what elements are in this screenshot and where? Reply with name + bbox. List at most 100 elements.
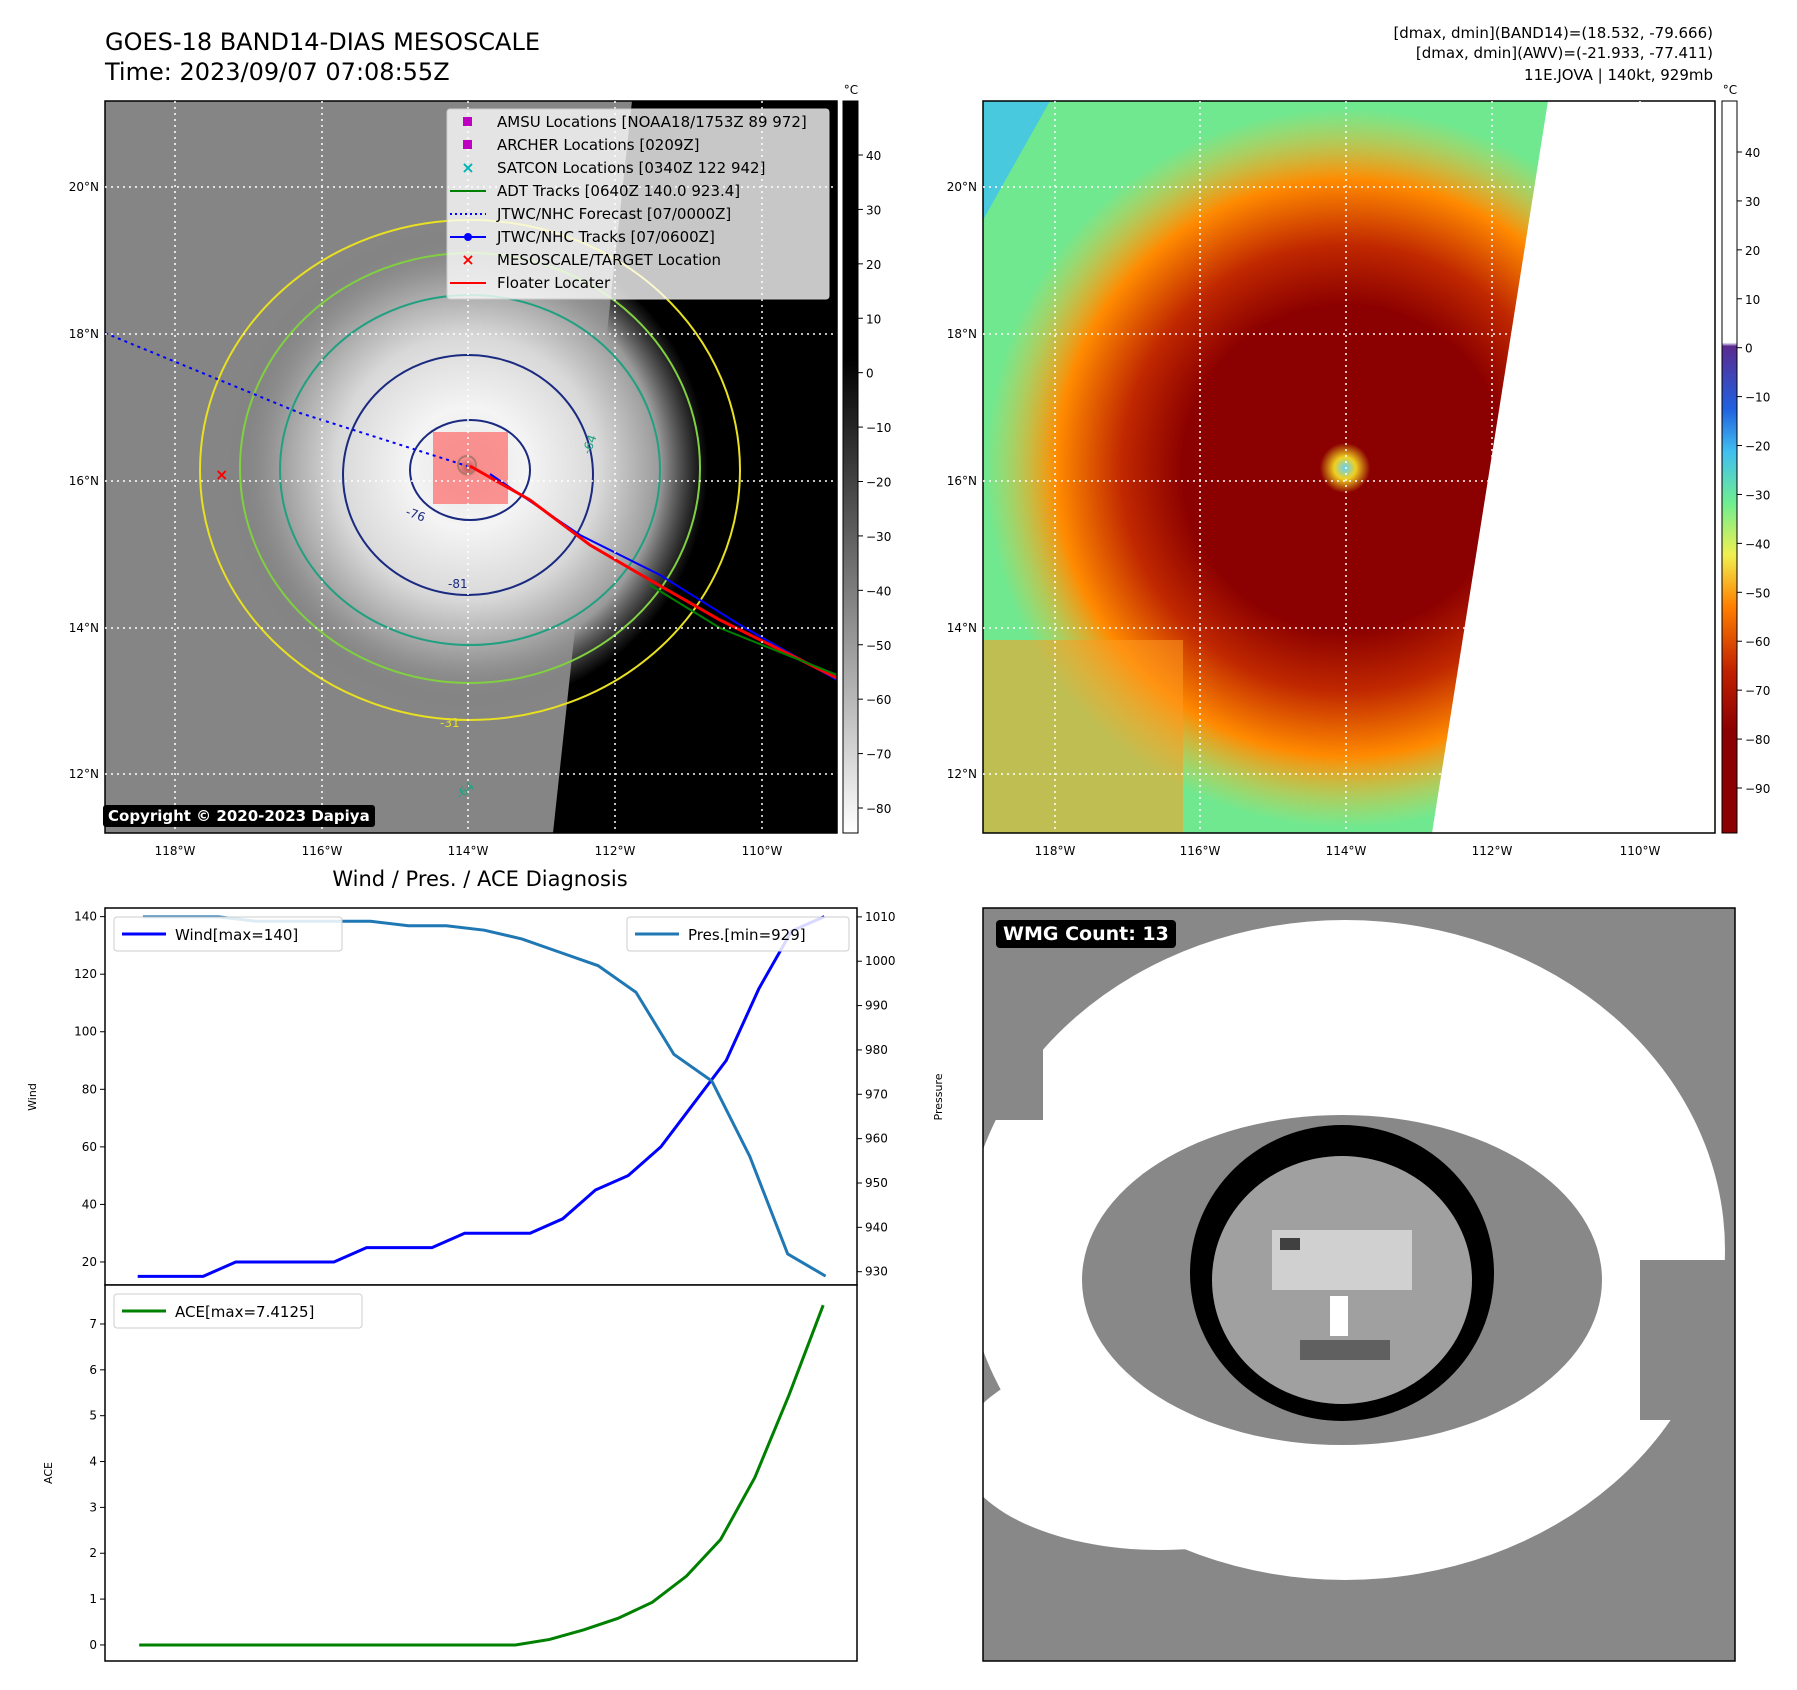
lat-label: 20°N bbox=[947, 180, 977, 194]
map-legend: AMSU Locations [NOAA18/1753Z 89 972] ARCH… bbox=[446, 108, 830, 300]
copyright-badge: Copyright © 2020-2023 Dapiya bbox=[103, 805, 375, 827]
lat-label: 12°N bbox=[69, 767, 99, 781]
colorbar-tick: 20 bbox=[866, 258, 881, 272]
color-map-panel bbox=[983, 101, 1715, 833]
colorbar-tick: 30 bbox=[1745, 195, 1760, 209]
colorbar-tick: −10 bbox=[1745, 391, 1770, 405]
ace-tick: 5 bbox=[89, 1409, 97, 1423]
legend-item: × MESOSCALE/TARGET Location bbox=[461, 250, 721, 269]
legend-label: JTWC/NHC Tracks [07/0600Z] bbox=[496, 228, 715, 246]
lon-label: 114°W bbox=[448, 844, 489, 858]
legend-item: JTWC/NHC Forecast [07/0000Z] bbox=[450, 205, 731, 223]
colorbar-tick: 10 bbox=[1745, 293, 1760, 307]
svg-text:×: × bbox=[461, 250, 474, 269]
colorbar-tick: 20 bbox=[1745, 244, 1760, 258]
ace-legend-label: ACE[max=7.4125] bbox=[175, 1303, 314, 1321]
ir-colorbar-unit: °C bbox=[844, 83, 858, 97]
lat-label: 16°N bbox=[69, 474, 99, 488]
colorbar-tick: 0 bbox=[866, 367, 874, 381]
legend-item: ADT Tracks [0640Z 140.0 923.4] bbox=[450, 182, 740, 200]
pressure-tick: 940 bbox=[865, 1220, 888, 1234]
colorbar-tick: −60 bbox=[866, 693, 891, 707]
colorbar-tick: −80 bbox=[1745, 733, 1770, 747]
ace-tick: 1 bbox=[89, 1592, 97, 1606]
lat-label: 16°N bbox=[947, 474, 977, 488]
contour-label-1: -76 bbox=[404, 505, 427, 525]
lon-label: 110°W bbox=[1620, 844, 1661, 858]
legend-label: ARCHER Locations [0209Z] bbox=[497, 136, 700, 154]
color-map-lat-labels: 20°N 18°N 16°N 14°N 12°N bbox=[947, 180, 977, 781]
lat-label: 20°N bbox=[69, 180, 99, 194]
pressure-tick: 1000 bbox=[865, 954, 896, 968]
colorbar-tick: 40 bbox=[866, 149, 881, 163]
colorbar-tick: −50 bbox=[1745, 586, 1770, 600]
ace-tick: 6 bbox=[89, 1363, 97, 1377]
ace-axes bbox=[104, 1284, 858, 1662]
pressure-legend: Pres.[min=929] bbox=[626, 916, 850, 952]
wind-legend: Wind[max=140] bbox=[113, 916, 343, 952]
wind-tick: 40 bbox=[82, 1197, 97, 1211]
ace-axis-label: ACE bbox=[42, 1462, 55, 1484]
ir-map-frame bbox=[104, 100, 838, 834]
legend-item: ARCHER Locations [0209Z] bbox=[463, 136, 700, 154]
wind-tick: 80 bbox=[82, 1082, 97, 1096]
legend-item: × SATCON Locations [0340Z 122 942] bbox=[461, 158, 765, 177]
colorbar-tick: −80 bbox=[866, 802, 891, 816]
ir-colorbar-ticks: 40 30 20 10 0 −10 −20 −30 −40 −50 −60 −70 −80 bbox=[858, 149, 891, 816]
colorbar-tick: −10 bbox=[866, 421, 891, 435]
lon-label: 116°W bbox=[302, 844, 343, 858]
ace-legend: ACE[max=7.4125] bbox=[113, 1293, 363, 1329]
colorbar-tick: −20 bbox=[866, 476, 891, 490]
legend-item: JTWC/NHC Tracks [07/0600Z] bbox=[450, 228, 715, 246]
colorbar-tick: −40 bbox=[866, 584, 891, 598]
lon-label: 116°W bbox=[1180, 844, 1221, 858]
colorbar-tick: 0 bbox=[1745, 342, 1753, 356]
lon-label: 110°W bbox=[742, 844, 783, 858]
colorbar-tick: 40 bbox=[1745, 146, 1760, 160]
ir-colorbar bbox=[842, 100, 859, 834]
info-awv: [dmax, dmin](AWV)=(-21.933, -77.411) bbox=[1416, 44, 1713, 62]
ace-tick: 3 bbox=[89, 1500, 97, 1514]
svg-text:×: × bbox=[461, 158, 474, 177]
ace-tick: 4 bbox=[89, 1455, 97, 1469]
wind-pressure-axes bbox=[104, 907, 858, 1286]
lat-label: 14°N bbox=[947, 621, 977, 635]
color-colorbar-unit: °C bbox=[1723, 83, 1737, 97]
wind-tick: 140 bbox=[74, 910, 97, 924]
wind-axis-label: Wind bbox=[26, 1083, 39, 1111]
figure-time: Time: 2023/09/07 07:08:55Z bbox=[104, 58, 450, 86]
contour-label-3: -64 bbox=[580, 433, 600, 456]
pressure-tick: 950 bbox=[865, 1176, 888, 1190]
lat-label: 18°N bbox=[69, 327, 99, 341]
color-map-grid bbox=[983, 101, 1715, 833]
lon-label: 112°W bbox=[595, 844, 636, 858]
colorbar-tick: 30 bbox=[866, 203, 881, 217]
wind-legend-label: Wind[max=140] bbox=[175, 926, 298, 944]
lon-label: 114°W bbox=[1326, 844, 1367, 858]
wind-tick: 120 bbox=[74, 967, 97, 981]
ace-line bbox=[139, 1304, 825, 1647]
diagnosis-title: Wind / Pres. / ACE Diagnosis bbox=[332, 867, 627, 891]
pressure-tick: 1010 bbox=[865, 910, 896, 924]
colorbar-tick: −30 bbox=[866, 530, 891, 544]
pressure-tick: 930 bbox=[865, 1265, 888, 1279]
color-map-frame bbox=[982, 100, 1716, 834]
wmg-count-badge: WMG Count: 13 bbox=[996, 920, 1176, 948]
colorbar-tick: −20 bbox=[1745, 440, 1770, 454]
legend-label: ADT Tracks [0640Z 140.0 923.4] bbox=[497, 182, 740, 200]
legend-item: Floater Locater bbox=[450, 274, 611, 292]
lon-label: 118°W bbox=[155, 844, 196, 858]
pressure-axis-label: Pressure bbox=[932, 1073, 945, 1120]
wmg-frame bbox=[982, 907, 1736, 1662]
ace-tick: 7 bbox=[89, 1317, 97, 1331]
pressure-tick: 980 bbox=[865, 1043, 888, 1057]
ace-tick: 0 bbox=[89, 1638, 97, 1652]
wind-tick: 100 bbox=[74, 1025, 97, 1039]
floater-track bbox=[469, 464, 837, 680]
legend-label: Floater Locater bbox=[497, 274, 611, 292]
contour-label-2: -81 bbox=[448, 577, 468, 591]
ir-map-lon-labels: 118°W 116°W 114°W 112°W 110°W bbox=[155, 844, 783, 858]
info-storm: 11E.JOVA | 140kt, 929mb bbox=[1524, 66, 1713, 84]
lon-label: 112°W bbox=[1472, 844, 1513, 858]
